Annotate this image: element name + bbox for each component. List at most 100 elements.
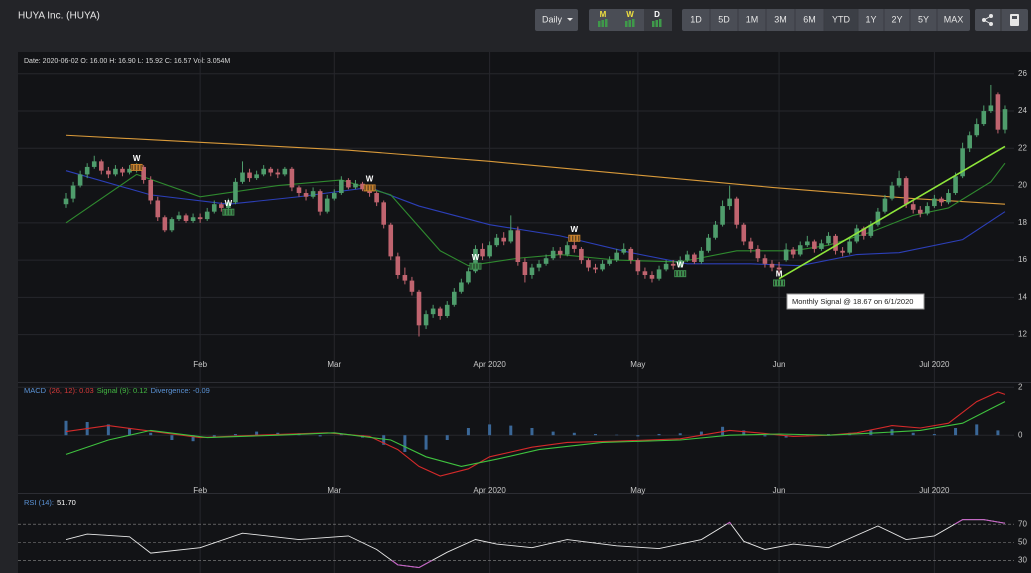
legend-entry: RSI (14): (24, 498, 54, 507)
rsi-panel (18, 494, 1031, 573)
candle-body (967, 135, 972, 149)
candle-body (522, 261, 528, 276)
histogram-bar (615, 434, 619, 436)
range-button[interactable]: MAX (944, 14, 964, 24)
candle-body (233, 181, 238, 203)
frequency-icon-bar (601, 20, 604, 27)
candle-body (141, 166, 146, 180)
histogram-bar (975, 424, 979, 436)
histogram-bar (572, 432, 576, 436)
macd-panel (18, 383, 1031, 493)
candle-body (381, 202, 386, 225)
moving-average-line (65, 162, 1006, 267)
x-tick-label: May (630, 360, 645, 369)
frequency-icon-bar (598, 21, 601, 27)
candle-body (797, 245, 803, 255)
range-buttons: 1D 5D 1M 3M 6M YTD 1Y 2Y 5Y MAX (690, 9, 963, 31)
histogram-bar (466, 428, 470, 436)
legend-entry: Signal (9): 0.12 (97, 386, 148, 395)
frequency-icon-bar (659, 19, 662, 27)
range-button[interactable]: YTD (832, 14, 851, 24)
candle-body (466, 271, 471, 283)
candle-body (939, 198, 944, 203)
candle-body (536, 263, 542, 268)
calculator-icon[interactable] (1010, 14, 1019, 26)
candle-body (409, 280, 415, 292)
range-button[interactable]: 1Y (865, 14, 876, 24)
histogram-bar (826, 434, 830, 436)
candle-body (127, 168, 132, 173)
candle-body (586, 260, 591, 268)
range-button[interactable]: 5Y (918, 14, 929, 24)
x-tick-label: Jul 2020 (919, 486, 950, 495)
range-button[interactable]: 3M (774, 14, 787, 24)
share-icon[interactable] (982, 14, 993, 26)
dropdown-caret (567, 18, 573, 21)
candle-body (473, 248, 478, 272)
interval-button[interactable] (535, 9, 578, 31)
candle-body (331, 193, 337, 199)
candle-body (529, 267, 535, 276)
y-tick-label: 30 (1018, 555, 1027, 564)
candle-body (720, 206, 725, 225)
candle-body (910, 204, 916, 210)
candle-body (254, 174, 259, 179)
histogram-bar (255, 431, 259, 436)
candle-body (932, 198, 937, 207)
y-tick-label: 24 (1018, 106, 1027, 115)
candle-body (423, 314, 429, 326)
candle-body (197, 217, 203, 220)
candle-body (360, 183, 365, 190)
candle-body (211, 204, 217, 212)
candle-body (727, 198, 732, 207)
candle-body (247, 172, 252, 179)
frequency-button[interactable]: M (600, 10, 607, 19)
candle-body (896, 178, 902, 186)
candle-body (508, 230, 514, 242)
y-tick-label: 50 (1018, 537, 1027, 546)
range-button[interactable]: 1M (746, 14, 759, 24)
histogram-bar (191, 435, 195, 442)
candle-body (572, 245, 577, 249)
range-button[interactable]: 6M (803, 14, 816, 24)
x-tick-label: Feb (193, 360, 207, 369)
interval-label[interactable]: Daily (542, 14, 563, 24)
y-tick-label: 26 (1018, 69, 1027, 78)
range-button[interactable]: 2Y (891, 14, 902, 24)
x-tick-label: May (630, 486, 645, 495)
signal-label: W (472, 253, 480, 262)
candle-body (614, 252, 619, 261)
candle-body (642, 271, 648, 276)
histogram-bar (721, 426, 725, 436)
histogram-bar (488, 424, 492, 436)
legend-entry: MACD (24, 386, 47, 395)
ohlc-info: Date: 2020-06-02 O: 16.00 H: 16.90 L: 15… (24, 58, 230, 65)
x-tick-label: Jul 2020 (919, 360, 950, 369)
frequency-button[interactable]: D (654, 10, 660, 19)
histogram-bar (784, 435, 788, 438)
candle-body (77, 174, 83, 186)
candle-body (84, 166, 90, 175)
label-layer: Feb Feb Mar Mar Apr 2020 Apr 2020 May May Jun Jun… (24, 69, 1027, 565)
candle-body (162, 217, 168, 231)
histogram-bar (594, 434, 597, 436)
candle-body (762, 258, 768, 264)
histogram-bar (699, 431, 703, 436)
candle-body (826, 235, 831, 244)
candle-body (374, 193, 379, 203)
range-button[interactable]: 1D (690, 14, 702, 24)
histogram-bar (382, 435, 386, 445)
candle-body (635, 260, 641, 272)
candle-body (925, 206, 930, 214)
frequency-button[interactable]: W (626, 10, 634, 19)
candle-body (480, 248, 485, 257)
y-tick-label: 14 (1018, 292, 1027, 301)
candle-body (430, 308, 436, 315)
range-button[interactable]: 5D (718, 14, 730, 24)
histogram-bar (64, 420, 68, 436)
candle-body (621, 248, 627, 253)
candle-body (91, 161, 97, 167)
signal-label: W (366, 175, 374, 184)
legend-entry: (26, 12): 0.03 (49, 386, 94, 395)
histogram-bar (911, 432, 915, 436)
